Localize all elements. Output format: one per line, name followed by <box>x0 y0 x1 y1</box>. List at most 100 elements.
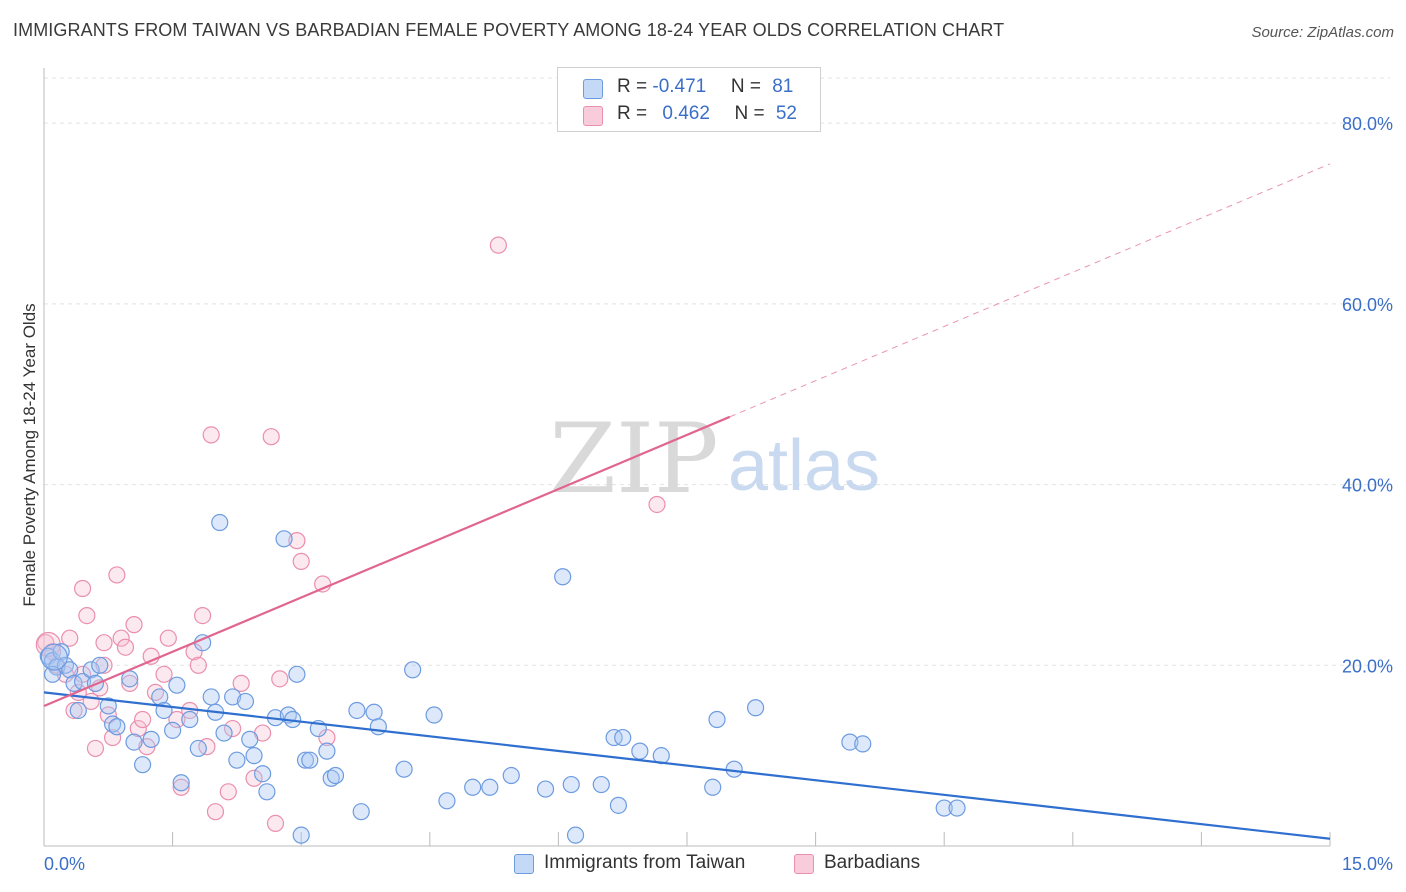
barbadians-point <box>198 738 216 756</box>
watermark-atlas: atlas <box>728 426 880 506</box>
barbadians-point <box>133 710 152 729</box>
legend-r-value: 0.462 <box>662 103 710 124</box>
taiwan-point <box>181 710 199 729</box>
barbadians-point <box>86 739 105 758</box>
taiwan-point <box>69 701 87 720</box>
barbadians-point <box>224 719 242 738</box>
barbadians-point <box>206 803 225 821</box>
taiwan-trend-line <box>43 691 1331 840</box>
watermark: ZIP atlas <box>549 403 880 515</box>
taiwan-point <box>704 778 722 796</box>
taiwan-point <box>708 710 726 729</box>
barbadians-point <box>37 634 55 652</box>
taiwan-point <box>228 751 246 769</box>
taiwan-point <box>352 803 370 821</box>
barbadians-point <box>73 665 92 683</box>
taiwan-point <box>91 656 109 674</box>
x-tick-label: 0.0% <box>44 854 85 874</box>
source-label: Source: ZipAtlas.com <box>1251 24 1394 41</box>
taiwan-point <box>292 826 310 844</box>
barbadians-point <box>108 566 126 584</box>
barbadians-point <box>129 719 147 738</box>
tick-labels: 20.0% 40.0% 60.0% 80.0% 0.0% 15.0% <box>44 114 1393 874</box>
taiwan-point <box>189 739 207 758</box>
taiwan-point <box>614 728 632 747</box>
taiwan-point <box>841 733 859 751</box>
taiwan-point <box>125 733 143 751</box>
taiwan-point <box>854 735 872 753</box>
taiwan-point <box>404 661 422 679</box>
bottom-legend-label: Barbadians <box>824 852 921 873</box>
taiwan-point <box>536 780 555 798</box>
barbadians-point <box>262 428 280 446</box>
taiwan-point <box>215 724 233 742</box>
taiwan-point <box>395 760 413 778</box>
barbadians-point <box>73 579 92 598</box>
taiwan-point <box>609 796 628 814</box>
y-tick-label: 60.0% <box>1342 295 1393 315</box>
barbadians-trend-line <box>43 415 731 707</box>
barbadians-point <box>99 706 117 724</box>
taiwan-point <box>164 721 182 739</box>
barbadians-point <box>189 656 207 674</box>
taiwan-point <box>746 699 765 717</box>
taiwan-swatch <box>583 79 603 99</box>
taiwan-point <box>318 742 336 760</box>
y-tick-label: 80.0% <box>1342 114 1393 134</box>
taiwan-point <box>592 775 610 794</box>
legend-n-value: 52 <box>775 103 797 124</box>
barbadians-point <box>648 495 666 514</box>
barbadians-point <box>245 769 263 787</box>
barbadians-point <box>292 552 310 570</box>
taiwan-point <box>502 766 520 785</box>
taiwan-point <box>481 778 499 796</box>
taiwan-point <box>464 778 482 796</box>
legend-n-label: N = <box>734 103 770 124</box>
y-tick-label: 20.0% <box>1342 656 1393 676</box>
taiwan-point <box>275 530 293 548</box>
taiwan-point <box>224 688 242 706</box>
taiwan-point <box>168 676 186 694</box>
taiwan-point <box>241 730 259 748</box>
x-tick-label: 15.0% <box>1342 854 1393 874</box>
trend-lines <box>43 163 1331 840</box>
taiwan-point <box>254 765 272 783</box>
taiwan-point <box>288 665 306 683</box>
legend-r-label: R = <box>617 76 653 97</box>
barbadians-point <box>159 629 177 647</box>
barbadians-point <box>219 783 237 801</box>
barbadians-point <box>155 665 173 683</box>
barbadians-point <box>271 670 289 688</box>
barbadians-point <box>112 629 130 647</box>
legend-n-label: N = <box>730 76 767 97</box>
barbadians-point <box>489 236 507 254</box>
barbadians-point <box>95 634 113 652</box>
barbadians-point <box>266 814 285 833</box>
barbadians-point <box>116 638 135 656</box>
barbadians-point <box>121 674 139 692</box>
legend-r-value: -0.471 <box>652 76 707 97</box>
taiwan-point <box>236 692 255 711</box>
taiwan-point <box>935 799 953 817</box>
barbadians-point <box>202 426 220 444</box>
taiwan-point <box>301 751 319 769</box>
barbadians-point <box>61 629 79 647</box>
taiwan-point <box>133 756 152 774</box>
taiwan-point <box>296 751 315 769</box>
taiwan-point <box>202 688 220 706</box>
taiwan-point <box>142 730 160 748</box>
correlation-legend: R = -0.471 N = 81 R = 0.462 N = 52 <box>557 67 821 132</box>
legend-r-label: R = <box>617 103 653 124</box>
taiwan-point <box>725 760 743 778</box>
taiwan-point <box>631 742 649 760</box>
taiwan-point <box>438 792 456 810</box>
taiwan-swatch <box>514 854 534 874</box>
taiwan-point <box>61 661 79 679</box>
taiwan-point <box>258 783 276 801</box>
barbadians-point <box>172 778 190 796</box>
taiwan-point <box>82 661 100 679</box>
chart-title: IMMIGRANTS FROM TAIWAN VS BARBADIAN FEMA… <box>13 20 1005 40</box>
taiwan-point <box>566 826 585 844</box>
taiwan-point <box>425 706 443 724</box>
